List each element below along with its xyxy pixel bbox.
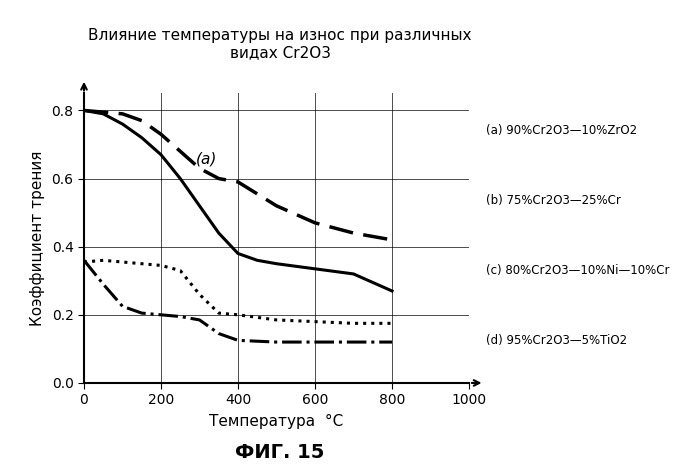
Text: (c) 80%Cr2O3—10%Ni—10%Cr: (c) 80%Cr2O3—10%Ni—10%Cr [486,264,670,277]
X-axis label: Температура  °C: Температура °C [209,414,344,429]
Y-axis label: Коэффициент трения: Коэффициент трения [29,150,45,326]
Text: (b) 75%Cr2O3—25%Cr: (b) 75%Cr2O3—25%Cr [486,194,622,207]
Text: (a): (a) [196,151,217,166]
Text: ФИГ. 15: ФИГ. 15 [235,443,325,462]
Text: (d) 95%Cr2O3—5%TiO2: (d) 95%Cr2O3—5%TiO2 [486,334,628,347]
Text: (a) 90%Cr2O3—10%ZrO2: (a) 90%Cr2O3—10%ZrO2 [486,124,638,137]
Text: Влияние температуры на износ при различных
видах Cr2O3: Влияние температуры на износ при различн… [88,28,472,60]
